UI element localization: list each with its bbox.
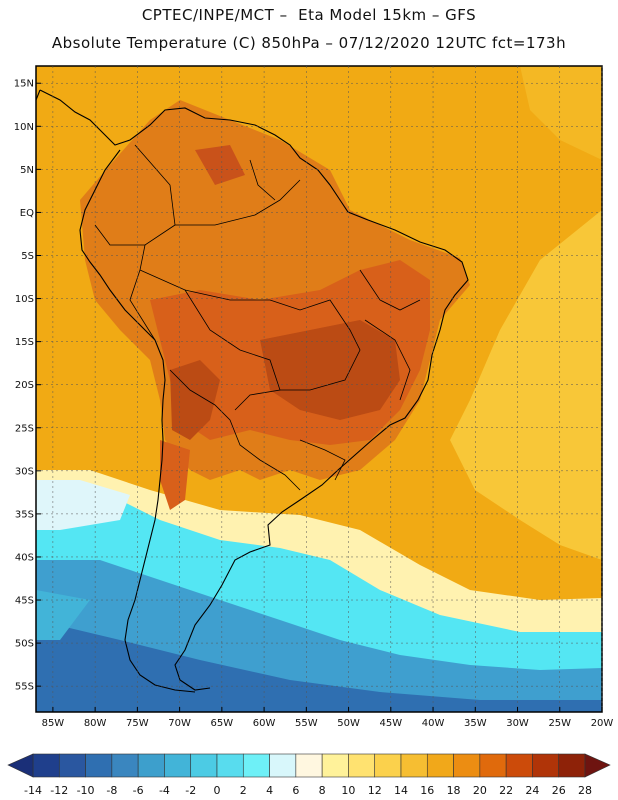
lon-label: 35W (464, 718, 487, 729)
colorbar-label: -10 (77, 784, 95, 797)
lon-label: 55W (295, 718, 318, 729)
colorbar-label: 20 (473, 784, 487, 797)
colorbar-cell (400, 753, 428, 778)
field-cold-mid (36, 590, 90, 640)
field-cold-deep (36, 620, 602, 712)
field-warm-east (450, 66, 602, 560)
lat-label: 15N (14, 79, 34, 90)
colorbar-cell (532, 753, 560, 778)
colorbar-label: 18 (447, 784, 461, 797)
lon-label: 40W (422, 718, 445, 729)
colorbar-cell (374, 753, 402, 778)
colorbar-cell (426, 753, 454, 778)
colorbar-label: -4 (159, 784, 170, 797)
lat-label: 35S (15, 509, 34, 520)
lat-label: 50S (15, 639, 34, 650)
field-land-hottest-west (170, 360, 220, 440)
lat-label: 40S (15, 552, 34, 563)
colorbar-label: 4 (266, 784, 273, 797)
colorbar-label: 8 (319, 784, 326, 797)
lon-label: 65W (211, 718, 234, 729)
colorbar-cell (558, 753, 586, 778)
colorbar-cell (164, 753, 192, 778)
map-title-line2: Absolute Temperature (C) 850hPa – 07/12/… (51, 34, 567, 52)
colorbar-label: -8 (106, 784, 117, 797)
colorbar-cell (453, 753, 481, 778)
lat-label: 5S (21, 251, 34, 262)
colorbar-label: 26 (552, 784, 566, 797)
colorbar-label: 10 (341, 784, 355, 797)
lon-label: 75W (126, 718, 149, 729)
lat-label: 30S (15, 466, 34, 477)
colorbar-label: 16 (420, 784, 434, 797)
colorbar-label: 0 (214, 784, 221, 797)
lat-label: EQ (20, 208, 34, 219)
colorbar-cell (111, 753, 139, 778)
colorbar-label: -6 (133, 784, 144, 797)
field-ne (520, 66, 602, 160)
colorbar-cell (479, 753, 507, 778)
colorbar-label: -14 (24, 784, 42, 797)
colorbar-label: 12 (368, 784, 382, 797)
lat-label: 10S (15, 294, 34, 305)
lon-label: 50W (337, 718, 360, 729)
colorbar-cell (190, 753, 218, 778)
colorbar-cell (321, 753, 349, 778)
lon-label: 85W (42, 718, 65, 729)
map-title-line1: CPTEC/INPE/MCT – Eta Model 15km – GFS (141, 6, 477, 24)
lat-label: 15S (15, 337, 34, 348)
lon-label: 80W (84, 718, 107, 729)
colorbar-label: 22 (499, 784, 513, 797)
lat-label: 20S (15, 380, 34, 391)
lon-label: 25W (548, 718, 571, 729)
lat-label: 25S (15, 423, 34, 434)
longitude-labels: 85W 80W 75W 70W 65W 60W 55W 50W 45W 40W 35W 30W 25W 2… (42, 718, 614, 729)
colorbar-label: 28 (578, 784, 592, 797)
colorbar-cell (269, 753, 297, 778)
map-frame (35, 65, 603, 713)
colorbar: -14 -12 -10 -8 -6 -4 -2 0 2 4 6 8 10 12 14 16 18 20 22 24 26… (7, 753, 611, 797)
colorbar-cell (505, 753, 533, 778)
field-pale-band (36, 470, 602, 640)
graticule (36, 66, 603, 712)
colorbar-cell (58, 753, 86, 778)
lat-label: 45S (15, 596, 34, 607)
colorbar-max-arrow (584, 753, 611, 778)
colorbar-cell (216, 753, 244, 778)
colorbar-label: 14 (394, 784, 408, 797)
lon-label: 60W (253, 718, 276, 729)
country-borders (94, 144, 421, 491)
lon-label: 30W (506, 718, 529, 729)
field-pale-west (36, 480, 130, 530)
lon-label: 70W (168, 718, 191, 729)
colorbar-cell (348, 753, 376, 778)
colorbar-cell (137, 753, 165, 778)
colorbar-min-arrow (7, 753, 34, 778)
colorbar-cell (295, 753, 323, 778)
colorbar-cell (85, 753, 113, 778)
lat-label: 5N (20, 165, 34, 176)
colorbar-label: 6 (292, 784, 299, 797)
colorbar-label: -2 (185, 784, 196, 797)
colorbar-label: -12 (50, 784, 68, 797)
lon-label: 45W (379, 718, 402, 729)
latitude-labels: 15N 10N 5N EQ 5S 10S 15S 20S 25S 30S 35S 40S 45S 50S 5… (14, 79, 34, 693)
lon-label: 20W (591, 718, 614, 729)
colorbar-cell (32, 753, 60, 778)
field-land-hottest (260, 320, 400, 420)
colorbar-label: 2 (240, 784, 247, 797)
lat-label: 55S (15, 682, 34, 693)
temperature-map: 15N 10N 5N EQ 5S 10S 15S 20S 25S 30S 35S 40S 45S 50S 5… (14, 65, 614, 729)
field-venezuela (195, 145, 245, 185)
field-land-south (160, 440, 190, 510)
colorbar-cell (242, 753, 270, 778)
lat-label: 10N (14, 122, 34, 133)
colorbar-label: 24 (525, 784, 539, 797)
